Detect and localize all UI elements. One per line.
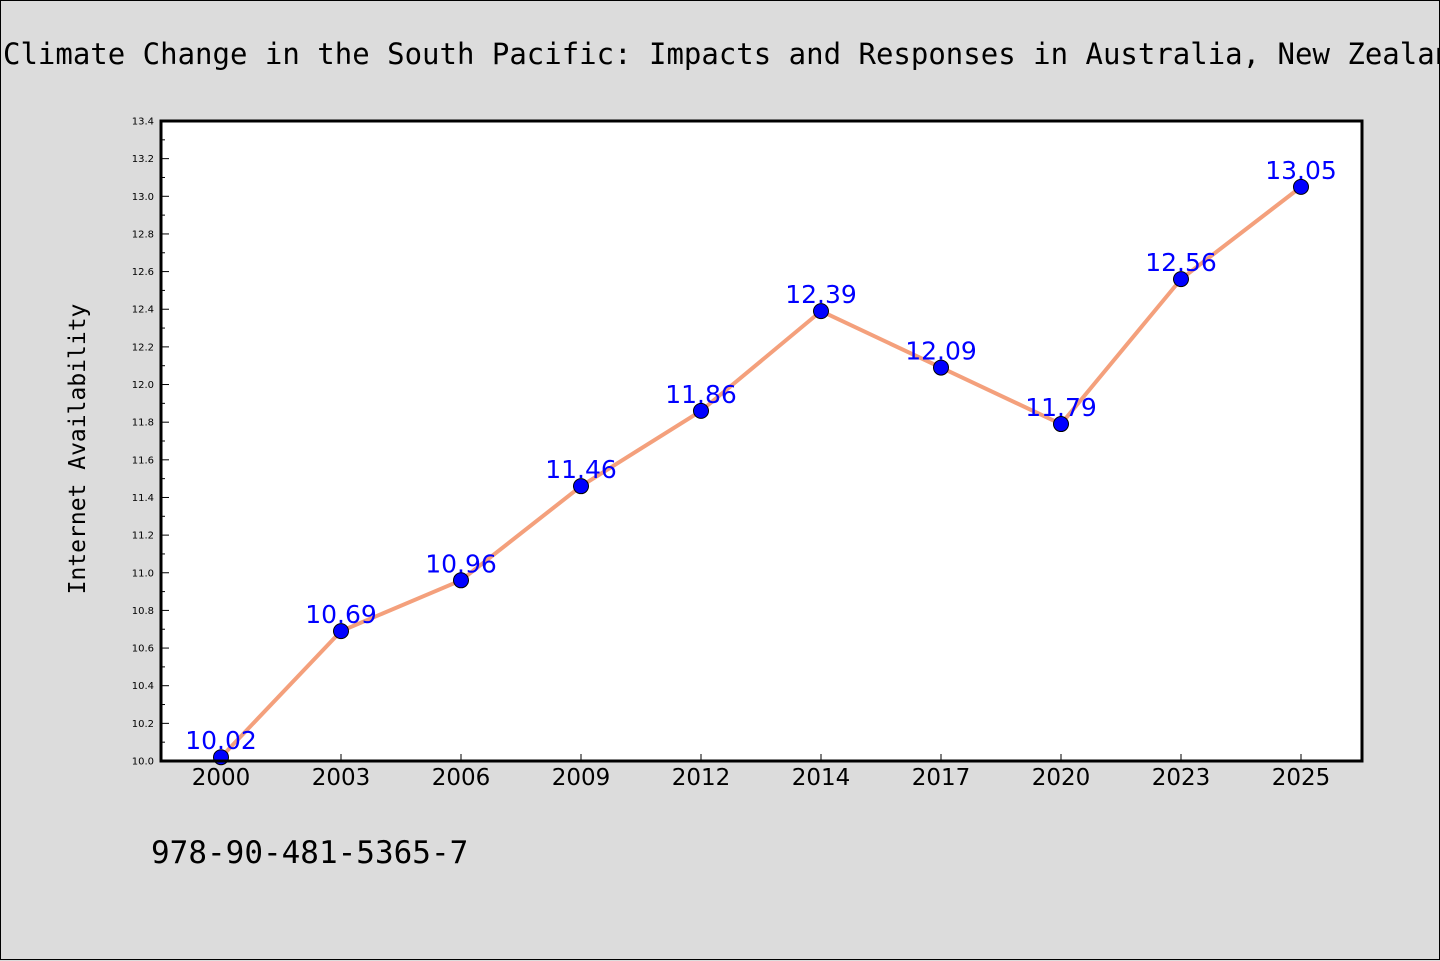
y-tick-label: 12.0 — [132, 380, 154, 391]
data-label-layer: 10.02 10.69 10.96 11.46 11.86 12.39 12.09 11.79… — [185, 156, 1337, 755]
data-label: 13.05 — [1265, 156, 1337, 185]
chart-title: Climate Change in the South Pacific: Imp… — [3, 37, 1439, 71]
x-tick-label: 2025 — [1272, 765, 1331, 791]
data-point-marker — [333, 623, 349, 640]
y-tick-label: 12.8 — [132, 229, 154, 240]
data-label: 10.02 — [185, 726, 257, 755]
y-tick-label: 10.2 — [132, 719, 154, 730]
y-tick-label: 11.2 — [132, 531, 154, 542]
y-tick-label: 12.4 — [132, 305, 154, 316]
y-tick-label: 13.4 — [132, 117, 154, 128]
x-tick-label: 2000 — [192, 765, 251, 791]
x-tick-label: 2023 — [1152, 765, 1211, 791]
plot-frame — [159, 119, 1364, 763]
data-point-marker — [1293, 178, 1309, 195]
data-point-marker — [453, 572, 469, 589]
x-axis: 2000 2003 2006 2009 2012 2014 2017 2020 2023 2025 — [192, 754, 1331, 791]
data-point-marker — [1053, 416, 1069, 433]
data-label: 10.96 — [425, 549, 497, 578]
data-label: 10.69 — [305, 600, 377, 629]
series-line-layer — [219, 184, 1303, 760]
y-tick-label: 10.6 — [132, 644, 154, 655]
y-tick-label: 11.4 — [132, 493, 154, 504]
data-label: 11.79 — [1025, 393, 1097, 422]
data-point-marker — [693, 402, 709, 419]
data-label: 12.09 — [905, 337, 977, 366]
x-tick-label: 2012 — [672, 765, 731, 791]
y-tick-label: 11.0 — [132, 568, 154, 579]
data-label: 11.46 — [545, 455, 617, 484]
footer-isbn: 978-90-481-5365-7 — [151, 835, 469, 871]
y-tick-label: 10.8 — [132, 606, 154, 617]
series-line — [219, 184, 1303, 760]
marker-layer — [213, 178, 1309, 766]
data-point-marker — [573, 478, 589, 495]
y-tick-label: 11.6 — [132, 455, 154, 466]
data-point-marker — [813, 303, 829, 320]
data-point-marker — [933, 359, 949, 376]
y-tick-label: 10.0 — [132, 757, 154, 768]
data-label: 11.86 — [665, 380, 737, 409]
y-tick-label: 12.2 — [132, 342, 154, 353]
plot-area — [161, 121, 1362, 761]
x-tick-label: 2020 — [1032, 765, 1091, 791]
y-tick-label: 10.4 — [132, 681, 154, 692]
y-tick-label: 12.6 — [132, 267, 154, 278]
data-label: 12.56 — [1145, 248, 1217, 277]
x-tick-label: 2017 — [912, 765, 971, 791]
y-tick-label: 13.0 — [132, 192, 154, 203]
y-tick-label: 13.2 — [132, 154, 154, 165]
y-tick-label: 11.8 — [132, 418, 154, 429]
y-axis-label: Internet Availability — [65, 304, 91, 595]
data-point-marker — [1173, 271, 1189, 288]
x-tick-label: 2014 — [792, 765, 851, 791]
data-label: 12.39 — [785, 280, 857, 309]
x-tick-label: 2009 — [552, 765, 611, 791]
x-tick-label: 2003 — [312, 765, 371, 791]
x-tick-label: 2006 — [432, 765, 491, 791]
